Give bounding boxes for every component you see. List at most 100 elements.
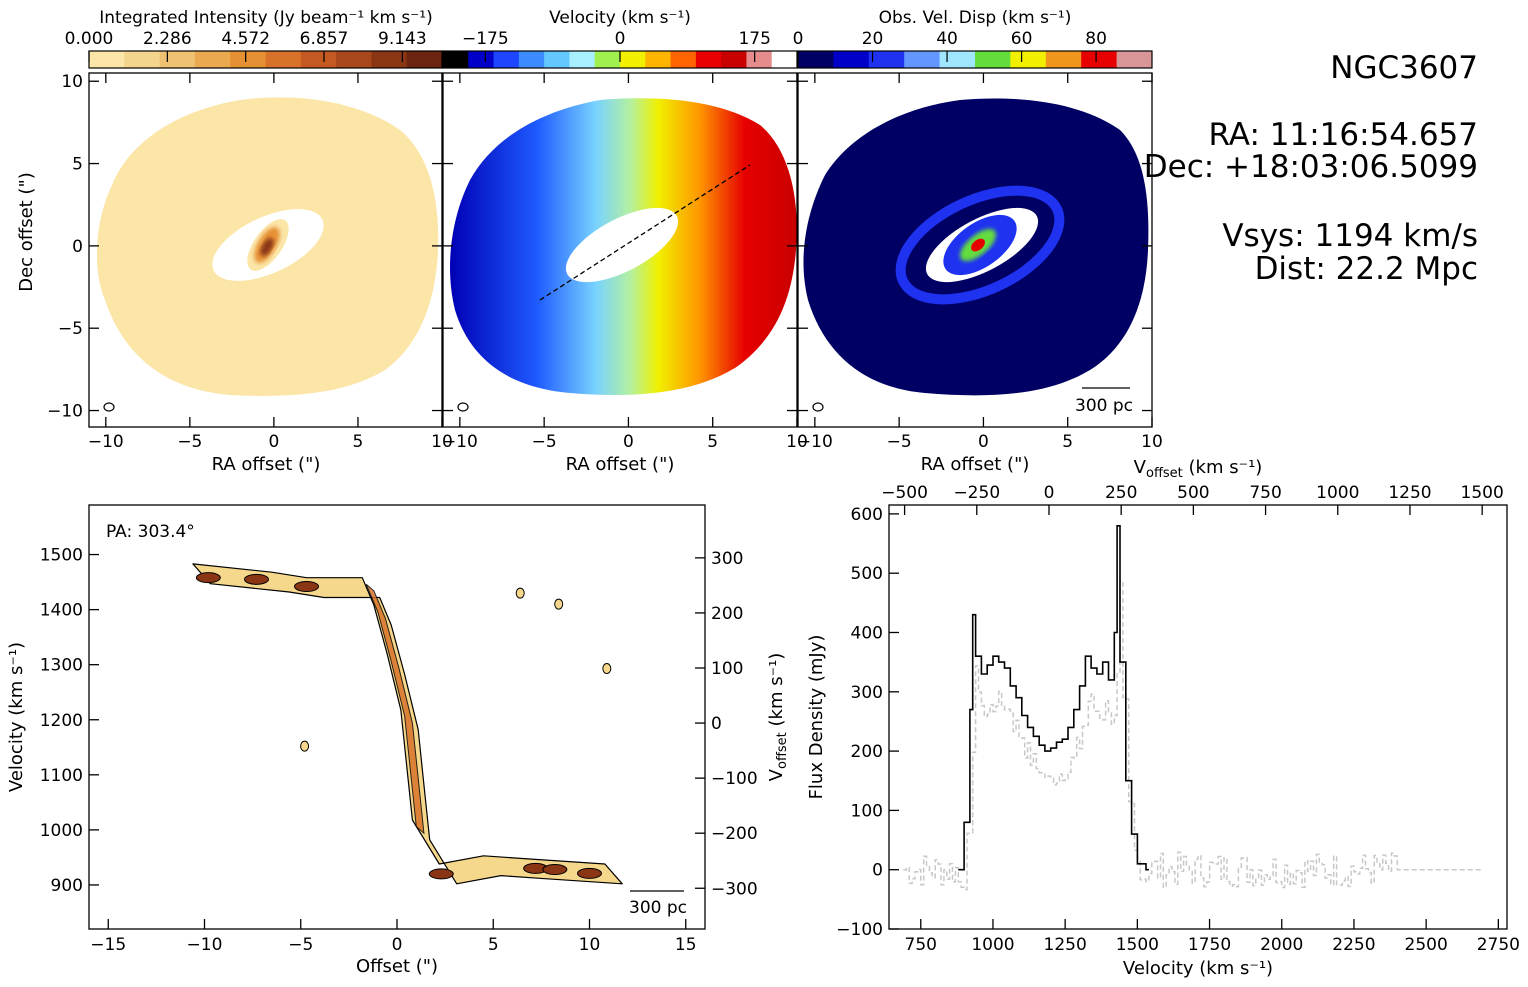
pv-xtick-label: 0 [392,935,403,955]
map-xtick-label: −10 [797,432,833,452]
map-xtick-label: 10 [1141,432,1163,452]
colorbar-segment [721,51,747,68]
colorbar-velocity: −175 0 175 Velocity (km s⁻¹) [442,8,798,69]
pv-ytick-label: 1400 [40,601,83,621]
map-xtick-label: −5 [532,432,557,452]
map-dispersion-frame [797,72,1153,428]
colorbar-tick-label: 80 [1085,29,1107,49]
beam-ellipse [457,402,469,412]
map-intensity [96,97,439,396]
colorbar-segment [939,51,976,68]
spectrum-toptick-label: −500 [881,483,928,503]
colorbar-segment [569,51,596,68]
spectrum-ytick-label: 200 [851,742,883,762]
pv-emission-knot [428,868,454,880]
spectrum-ytick-label: −100 [836,920,883,940]
map-ytick-label: 0 [72,237,83,257]
spectrum-xtick-label: 1500 [1116,935,1159,955]
velocity-ring-gap [565,207,679,283]
pv-emission-clump [554,598,564,610]
pv-emission-knot [243,573,269,585]
spectrum-toptick-label: 0 [1044,483,1055,503]
colorbar-tick-label: −175 [462,29,509,49]
galaxy-vsys: Vsys: 1194 km/s [1222,218,1478,254]
spectrum-toptick-label: 750 [1249,483,1281,503]
colorbar-tick-label: 0 [615,29,626,49]
spectrum-xtick-label: 750 [905,935,937,955]
colorbar-tick-label: 20 [862,29,884,49]
pv-xtick-label: −15 [90,935,126,955]
colorbar-tick-label: 60 [1011,29,1033,49]
galaxy-ra: RA: 11:16:54.657 [1208,117,1479,153]
map-scalebar-label: 300 pc [1075,396,1133,416]
colorbar-segment [695,51,722,68]
pv-y2tick-label: 300 [711,549,743,569]
spectrum-toptick-label: 500 [1177,483,1209,503]
map-xtick-label: 10 [431,432,453,452]
map-ytick-label: 5 [72,155,83,175]
map-xtick-label: 10 [786,432,808,452]
spectrum-ytick-label: 100 [851,801,883,821]
colorbar-segment [1081,51,1118,68]
dispersion-core-red [971,238,985,252]
colorbar-segment [868,51,905,68]
colorbar-segment [230,51,266,68]
spectrum-ytick-label: 500 [851,564,883,584]
spectrum-toptick-label: 1250 [1388,483,1431,503]
pv-emission-clump [602,663,612,675]
spectrum-toptick-label: 1500 [1461,483,1504,503]
colorbar-segment [833,51,870,68]
colorbar-segment [798,51,834,68]
pv-xtick-label: −5 [288,935,313,955]
colorbar-segment [336,51,372,68]
colorbar-segment [89,51,125,68]
colorbar-dispersion: 0 20 40 60 80 Obs. Vel. Disp (km s⁻¹) [793,8,1153,69]
spectrum-ytick-label: 300 [851,683,883,703]
galaxy-name: NGC3607 [1330,50,1478,86]
spectrum-xtick-label: 1250 [1044,935,1087,955]
spectrum-xtick-label: 2000 [1260,935,1303,955]
pv-ytick-label: 1500 [40,546,83,566]
velocity-pa-line [539,164,751,301]
colorbar-segment [771,51,798,68]
colorbar-velocity-label: Velocity (km s⁻¹) [549,8,691,28]
spectrum-toptick-label: 250 [1105,483,1137,503]
map-ylabel: Dec offset (") [16,172,37,292]
spectrum-xtick-label: 2250 [1332,935,1375,955]
pv-ytick-label: 1000 [40,821,83,841]
spectrum-frame [888,504,1508,930]
colorbar-segment [975,51,1011,68]
spectrum-toptick-label: 1000 [1316,483,1359,503]
map-xtick-label: 5 [707,432,718,452]
colorbar-segment [159,51,196,68]
intensity-core-2 [260,237,274,257]
pv-emission-knot [294,580,320,592]
colorbar-segment [620,51,646,68]
map-xtick-label: 0 [268,432,279,452]
colorbar-segment [371,51,408,68]
map-ytick-label: −5 [58,319,83,339]
pv-xlabel: Offset (") [356,956,438,977]
colorbar-segment [265,51,302,68]
spectrum-toplabel: Voffset (km s⁻¹) [1134,457,1263,481]
spectrum-noise-line [903,580,1481,891]
pv-y2tick-label: 200 [711,604,743,624]
map-xtick-label: −10 [442,432,478,452]
beam-ellipse [812,402,824,412]
colorbar-segment [443,51,469,68]
spectrum-xtick-label: 2500 [1405,935,1448,955]
colorbar-tick-label: 4.572 [221,29,270,49]
pv-ytick-label: 1100 [40,766,83,786]
beam-ellipse [103,402,115,412]
map-xtick-label: 5 [353,432,364,452]
pv-ytick-label: 1200 [40,711,83,731]
map-dispersion [803,98,1149,396]
pv-emission-clump [300,740,310,752]
pv-y2tick-label: −300 [711,879,758,899]
map-xtick-label: −5 [887,432,912,452]
colorbar-tick-label: 0.000 [65,29,114,49]
spectrum-toptick-label: −250 [953,483,1000,503]
colorbar-segment [1010,51,1047,68]
pv-diagram: −15 −10 −5 0 5 10 1590010001100120013001400150… [6,504,790,977]
